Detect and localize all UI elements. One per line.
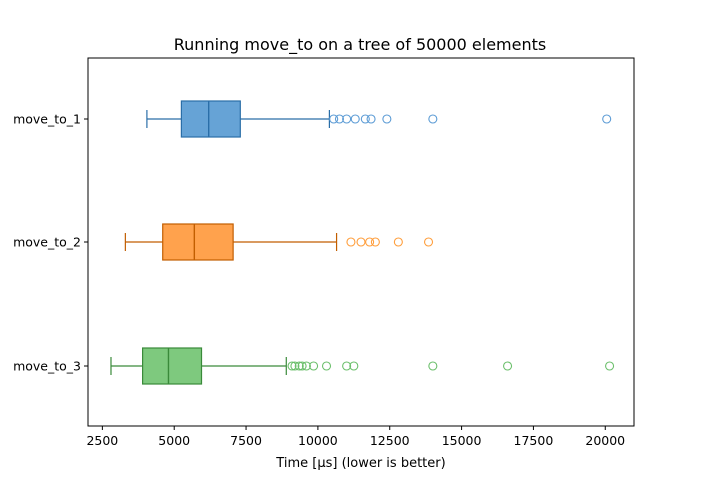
- outlier-point: [428, 361, 438, 371]
- x-tick-label: 12500: [370, 433, 410, 448]
- outlier-point: [366, 114, 376, 124]
- outlier-point: [342, 361, 352, 371]
- outlier-point: [350, 114, 360, 124]
- iqr-box: [180, 100, 241, 138]
- iqr-box: [162, 223, 234, 261]
- y-tick-label: move_to_2: [13, 235, 81, 250]
- outlier-point: [309, 361, 319, 371]
- chart-title: Running move_to on a tree of 50000 eleme…: [174, 35, 546, 55]
- y-tick-label: move_to_1: [13, 112, 81, 127]
- outlier-point: [321, 361, 332, 371]
- outlier-point: [346, 237, 356, 247]
- x-axis: 2500 5000 7500 10000 12500 15000 17500 20000: [86, 426, 625, 448]
- outlier-point: [287, 361, 297, 371]
- outlier-point: [503, 361, 513, 371]
- outlier-point: [382, 114, 392, 124]
- outlier-point: [393, 237, 403, 247]
- outlier-point: [294, 361, 304, 371]
- plot-area: [110, 100, 615, 385]
- outlier-point: [301, 361, 311, 371]
- x-tick-label: 17500: [514, 433, 554, 448]
- y-axis: move_to_1 move_to_2 move_to_3: [13, 112, 88, 374]
- outlier-point: [605, 361, 615, 371]
- box-group-move_to_2: [124, 223, 434, 261]
- outlier-point: [342, 114, 352, 124]
- x-tick-label: 5000: [158, 433, 190, 448]
- x-tick-label: 2500: [86, 433, 118, 448]
- x-axis-label: Time [µs] (lower is better): [275, 456, 445, 471]
- outlier-point: [290, 361, 300, 371]
- outlier-point: [356, 237, 366, 247]
- box-group-move_to_3: [110, 347, 615, 385]
- outlier-point: [602, 114, 612, 124]
- outlier-point: [329, 114, 339, 124]
- outlier-point: [365, 237, 375, 247]
- y-tick-label: move_to_3: [13, 359, 81, 374]
- outlier-point: [297, 361, 307, 371]
- outlier-point: [349, 361, 359, 371]
- outlier-point: [360, 114, 370, 124]
- x-tick-label: 10000: [298, 433, 338, 448]
- outlier-point: [334, 114, 344, 124]
- outlier-point: [370, 237, 380, 247]
- x-tick-label: 7500: [230, 433, 262, 448]
- x-tick-label: 20000: [585, 433, 625, 448]
- outlier-point: [423, 237, 434, 247]
- iqr-box: [142, 347, 203, 385]
- x-tick-label: 15000: [442, 433, 482, 448]
- outlier-point: [428, 114, 438, 124]
- box-group-move_to_1: [146, 100, 612, 138]
